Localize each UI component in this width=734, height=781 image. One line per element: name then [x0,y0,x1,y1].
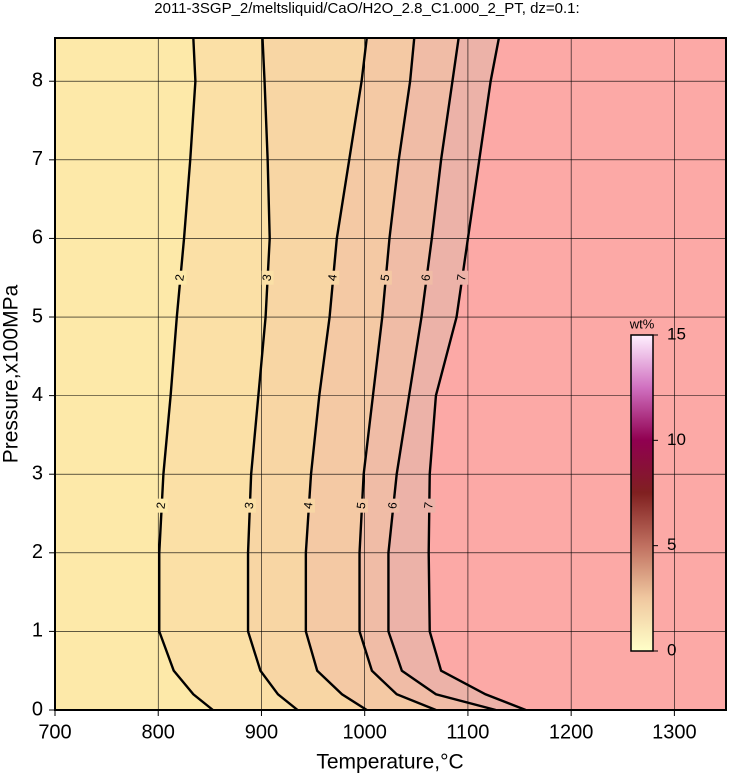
contour-label: 6 [385,501,400,510]
plot-frame [54,37,727,711]
contour-label: 7 [454,273,469,282]
colorbar-tick-label: 0 [667,640,676,659]
contour-label: 5 [354,501,369,510]
contour-label: 7 [421,501,436,510]
contour-line [387,38,497,710]
y-axis-label: Pressure,x100MPa [0,284,23,463]
x-tick-label: 700 [38,721,71,743]
colorbar-tick-label: 5 [667,535,676,554]
colorbar-tick-label: 10 [667,430,686,449]
y-tick-label: 3 [32,462,43,484]
colorbar-tick-label: 15 [667,324,686,343]
y-tick-label: 7 [32,148,43,170]
x-tick-label: 1100 [446,721,489,743]
y-tick-label: 4 [32,384,43,406]
contour-line [304,38,368,710]
y-tick-label: 1 [32,620,43,642]
y-tick-label: 2 [32,541,43,563]
x-axis-label: Temperature,°C [316,751,463,774]
contour-line [158,38,214,710]
contour-label: 5 [378,273,393,282]
y-tick-label: 0 [32,698,43,720]
x-tick-label: 1200 [549,721,594,743]
contour-label: 3 [242,501,257,510]
contour-fill [55,38,213,710]
x-tick-label: 1300 [652,721,697,743]
contour-label: 4 [301,501,316,510]
contour-label: 6 [418,273,433,282]
x-tick-label: 900 [245,721,278,743]
y-tick-label: 8 [32,70,43,92]
contour-label: 2 [154,501,169,510]
x-tick-label: 1000 [342,721,387,743]
colorbar-label: wt% [629,316,655,331]
contour-label: 3 [259,273,274,282]
colorbar [630,334,654,652]
plot-area: 2 2 3 3 4 4 5 5 6 6 7 7 [55,38,726,710]
chart-title: 2011-3SGP_2/meltsliquid/CaO/H2O_2.8_C1.0… [154,0,579,17]
overlay: 700 800 900 1000 1100 1200 1300 0 1 2 3 4 5 6 7 8 wt% 0 5 1… [32,37,727,743]
contour-label: 4 [325,273,340,282]
contour-line [358,38,437,710]
x-tick-label: 800 [142,721,175,743]
contour-line [427,38,527,710]
contour-label: 2 [172,273,187,282]
contour-line [246,38,299,710]
y-tick-label: 5 [32,305,43,327]
y-tick-label: 6 [32,227,43,249]
